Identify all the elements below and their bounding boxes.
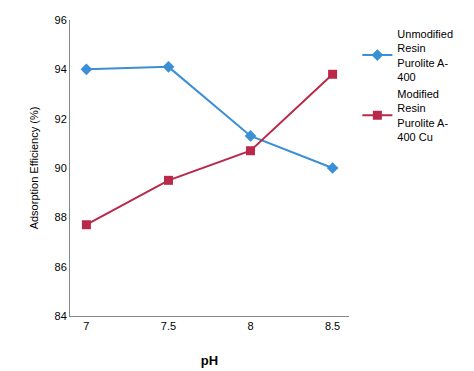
svg-text:7: 7 bbox=[83, 320, 89, 332]
svg-text:90: 90 bbox=[55, 162, 67, 174]
svg-text:8.5: 8.5 bbox=[325, 320, 340, 332]
svg-text:Adsorption Efficiency (%): Adsorption Efficiency (%) bbox=[28, 107, 40, 230]
svg-text:88: 88 bbox=[55, 211, 67, 223]
svg-text:96: 96 bbox=[55, 14, 67, 26]
svg-text:84: 84 bbox=[55, 310, 67, 322]
svg-text:pH: pH bbox=[201, 353, 218, 368]
svg-text:7.5: 7.5 bbox=[161, 320, 176, 332]
svg-text:94: 94 bbox=[55, 63, 67, 75]
svg-text:92: 92 bbox=[55, 113, 67, 125]
svg-text:UnmodifiedResinPurolite A-400: UnmodifiedResinPurolite A-400 bbox=[397, 28, 453, 83]
svg-text:ModifiedResinPurolite A-400 Cu: ModifiedResinPurolite A-400 Cu bbox=[397, 88, 448, 143]
svg-text:8: 8 bbox=[247, 320, 253, 332]
svg-text:86: 86 bbox=[55, 261, 67, 273]
